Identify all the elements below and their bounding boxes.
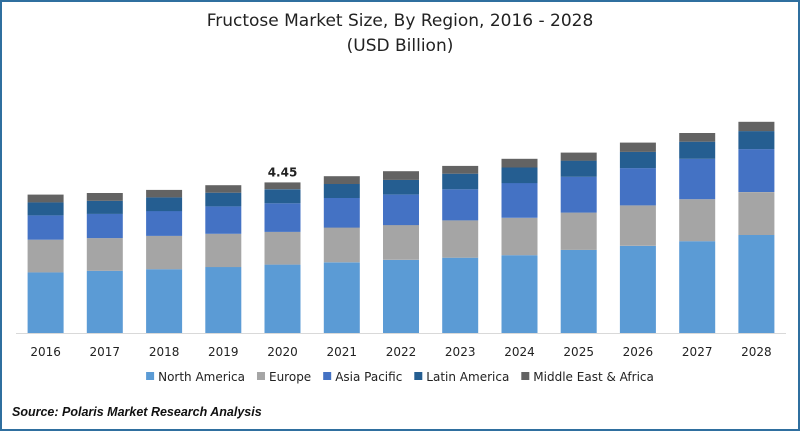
bar-2027-north-america (679, 241, 716, 333)
bar-2023-north-america (442, 257, 479, 333)
bar-2019-asia-pacific (205, 206, 242, 234)
x-tick-label: 2027 (682, 345, 713, 359)
bar-2016-latin-america (27, 202, 64, 216)
bar-2026-europe (619, 205, 656, 246)
bar-2024-europe (501, 217, 538, 256)
legend-label: Middle East & Africa (533, 370, 654, 384)
data-label: 4.45 (268, 165, 298, 179)
bar-2022-latin-america (383, 179, 419, 195)
bar-2021-latin-america (323, 184, 360, 198)
x-tick-label: 2018 (149, 345, 180, 359)
legend-swatch (146, 372, 155, 380)
bar-2021-middle-east-africa (323, 176, 360, 184)
legend-label: Asia Pacific (335, 370, 402, 384)
source-note: Source: Polaris Market Research Analysis (12, 405, 262, 419)
bar-2016-asia-pacific (27, 215, 64, 240)
x-tick-label: 2028 (741, 345, 772, 359)
bar-2022-middle-east-africa (383, 171, 419, 180)
legend-swatch (323, 372, 332, 380)
bar-2024-latin-america (501, 167, 538, 184)
bar-2028-europe (738, 192, 775, 235)
bar-2016-north-america (27, 272, 64, 333)
bar-2026-middle-east-africa (619, 142, 656, 152)
bar-2026-latin-america (619, 151, 656, 169)
x-tick-label: 2017 (90, 345, 121, 359)
bar-2017-asia-pacific (86, 213, 123, 239)
bar-2025-middle-east-africa (560, 152, 597, 161)
bar-2025-latin-america (560, 160, 597, 177)
bar-2023-middle-east-africa (442, 165, 479, 174)
x-tick-label: 2020 (267, 345, 298, 359)
bar-2027-europe (679, 199, 716, 242)
x-tick-label: 2021 (327, 345, 358, 359)
bar-2020-asia-pacific (264, 203, 301, 232)
bar-2024-middle-east-africa (501, 158, 538, 168)
bar-2027-latin-america (679, 141, 716, 159)
x-tick-label: 2016 (30, 345, 61, 359)
x-tick-label: 2025 (563, 345, 594, 359)
bar-2028-middle-east-africa (738, 121, 775, 132)
bar-2017-europe (86, 238, 123, 271)
bar-2018-latin-america (146, 197, 183, 212)
bar-2018-middle-east-africa (146, 189, 183, 198)
bar-2028-latin-america (738, 131, 775, 150)
bar-2028-asia-pacific (738, 149, 775, 192)
bar-2025-asia-pacific (560, 176, 597, 213)
bar-2016-middle-east-africa (27, 194, 64, 203)
legend-label: North America (158, 370, 245, 384)
bar-2018-north-america (146, 269, 183, 333)
bar-2028-north-america (738, 235, 775, 333)
bar-2017-middle-east-africa (86, 193, 123, 201)
bar-2017-latin-america (86, 200, 123, 214)
bar-2018-asia-pacific (146, 211, 183, 236)
bar-2019-europe (205, 233, 242, 268)
bar-2017-north-america (86, 270, 123, 333)
bar-2016-europe (27, 239, 64, 273)
bar-2021-north-america (323, 262, 360, 333)
legend-label: Latin America (426, 370, 509, 384)
bar-2027-middle-east-africa (679, 133, 716, 142)
x-tick-label: 2022 (386, 345, 417, 359)
legend-label: Europe (269, 370, 311, 384)
legend-swatch (256, 372, 265, 380)
bar-2019-latin-america (205, 192, 242, 207)
bar-2018-europe (146, 235, 183, 270)
bar-2021-europe (323, 227, 360, 263)
bar-2020-latin-america (264, 189, 301, 204)
bar-2023-latin-america (442, 173, 479, 190)
bar-2021-asia-pacific (323, 198, 360, 228)
bar-2022-north-america (383, 259, 419, 333)
bar-2020-europe (264, 231, 301, 265)
bar-2024-asia-pacific (501, 183, 538, 218)
bar-2022-asia-pacific (383, 194, 419, 226)
x-tick-label: 2026 (623, 345, 654, 359)
bar-2024-north-america (501, 255, 538, 333)
bar-2023-asia-pacific (442, 189, 479, 221)
x-tick-label: 2023 (445, 345, 476, 359)
bar-2020-middle-east-africa (264, 182, 301, 190)
x-tick-label: 2024 (504, 345, 535, 359)
bar-2025-europe (560, 212, 597, 250)
x-tick-label: 2019 (208, 345, 239, 359)
bar-2022-europe (383, 225, 419, 260)
legend: North America Europe Asia Pacific Latin Ame… (146, 370, 654, 384)
bar-2025-north-america (560, 249, 597, 333)
bar-2026-north-america (619, 245, 656, 333)
bar-2027-asia-pacific (679, 158, 716, 200)
chart-subtitle: (USD Billion) (346, 36, 454, 56)
legend-swatch (414, 372, 423, 380)
legend-swatch (521, 372, 530, 380)
bar-2023-europe (442, 220, 479, 258)
bar-2026-asia-pacific (619, 168, 656, 206)
bar-2019-north-america (205, 267, 242, 333)
chart-title: Fructose Market Size, By Region, 2016 - … (206, 11, 594, 31)
bar-2020-north-america (264, 264, 301, 333)
bar-2019-middle-east-africa (205, 185, 242, 193)
